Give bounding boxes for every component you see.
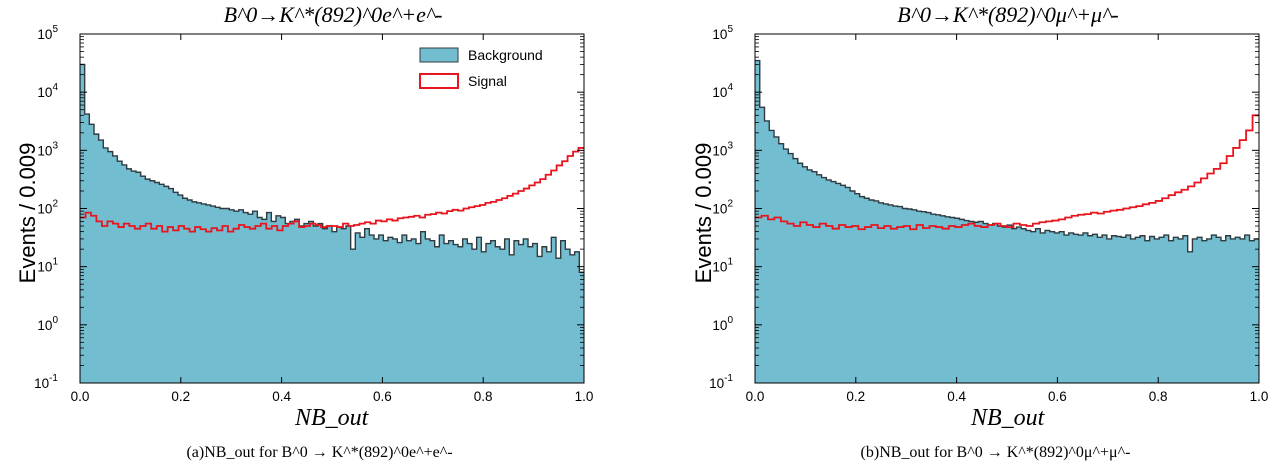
caption-a: (a)NB_out for B^0 → K^*(892)^0e^+e^- — [186, 444, 453, 461]
y-tick-label-1-6: 105 — [712, 24, 733, 42]
legend-label-signal: Signal — [468, 73, 507, 89]
y-tick-label-0-0: 10-1 — [34, 373, 58, 391]
series-background-line-0 — [80, 63, 584, 273]
y-axis-label-b: Events / 0.009 — [691, 142, 716, 284]
x-axis-label-b: NB_out — [971, 405, 1045, 431]
x-tick-label-0-2: 0.4 — [272, 389, 291, 404]
y-tick-label-1-5: 104 — [712, 82, 733, 100]
y-tick-label-0-1: 100 — [37, 315, 58, 333]
x-tick-label-0-5: 1.0 — [575, 389, 594, 404]
y-tick-label-1-1: 100 — [712, 315, 733, 333]
x-tick-label-1-1: 0.2 — [846, 389, 865, 404]
x-tick-label-0-4: 0.8 — [474, 389, 493, 404]
x-axis-label-a: NB_out — [295, 405, 369, 431]
x-tick-label-1-5: 1.0 — [1250, 389, 1269, 404]
chart-title-b: B^0→K^*(892)^0μ^+μ^- — [897, 2, 1119, 27]
x-tick-label-1-4: 0.8 — [1149, 389, 1168, 404]
chart-panel-b: 0.0 0.2 0.4 0.6 0.8 1.0 10-1 100 101 102 103 104 105… — [639, 0, 1278, 473]
chart-title-a: B^0→K^*(892)^0e^+e^- — [223, 2, 443, 27]
caption-b: (b)NB_out for B^0 → K^*(892)^0μ^+μ^- — [860, 444, 1131, 461]
x-tick-label-0-3: 0.6 — [373, 389, 392, 404]
series-background-fill-1 — [755, 60, 1259, 384]
series-signal-line-1 — [755, 114, 1259, 231]
x-tick-label-1-3: 0.6 — [1048, 389, 1067, 404]
y-axis-label-a: Events / 0.009 — [15, 142, 40, 284]
y-tick-label-0-5: 104 — [37, 82, 58, 100]
y-tick-label-0-6: 105 — [37, 24, 58, 42]
histogram-svg-a: 0.0 0.2 0.4 0.6 0.8 1.010-1100101102103104105… — [34, 24, 594, 404]
x-tick-label-0-1: 0.2 — [171, 389, 190, 404]
legend-swatch-background — [419, 47, 459, 63]
x-tick-label-0-0: 0.0 — [71, 389, 90, 404]
x-tick-label-1-2: 0.4 — [947, 389, 966, 404]
x-tick-label-1-0: 0.0 — [746, 389, 765, 404]
legend-label-background: Background — [468, 47, 543, 63]
legend-swatch-signal — [419, 73, 459, 89]
series-background-fill-0 — [80, 64, 584, 383]
y-tick-label-1-0: 10-1 — [709, 373, 733, 391]
chart-panel-a: 0.0 0.2 0.4 0.6 0.8 1.0 10-1 100 101 102 103 104 105… — [15, 2, 594, 461]
series-signal-line-0 — [80, 147, 584, 233]
